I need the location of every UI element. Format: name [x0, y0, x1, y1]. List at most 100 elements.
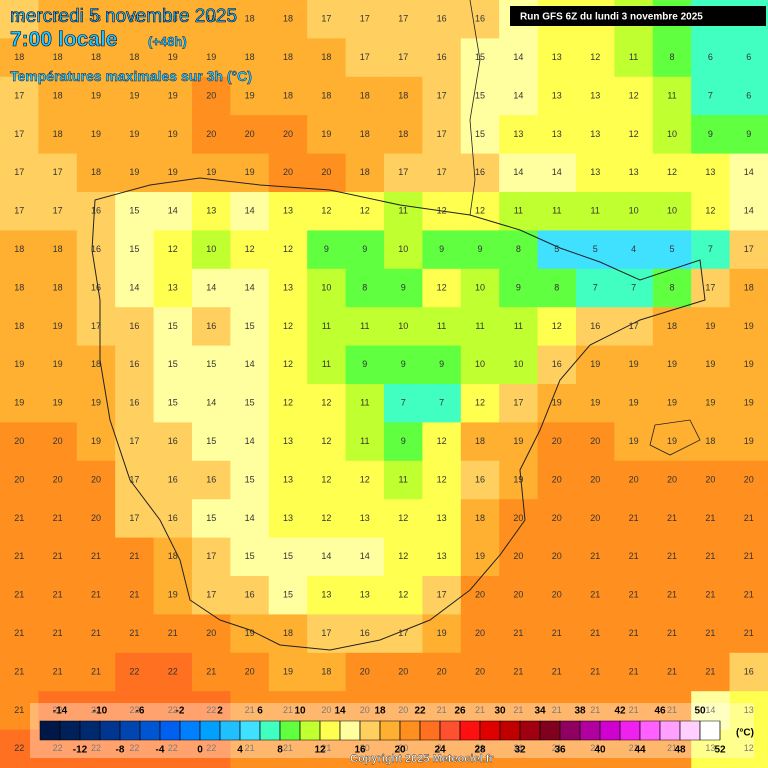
temperature-value: 15: [245, 474, 255, 484]
temperature-cell: [652, 460, 692, 500]
temperature-cell: [307, 499, 347, 539]
temperature-value: 21: [705, 590, 715, 600]
temperature-cell: [153, 460, 193, 500]
temperature-cell: [614, 76, 654, 116]
temperature-value: 16: [91, 244, 101, 254]
temperature-cell: [460, 76, 500, 116]
colorbar-label: 44: [634, 745, 646, 756]
temperature-value: 15: [168, 359, 178, 369]
temperature-value: 19: [168, 52, 178, 62]
coastline: [469, 0, 481, 216]
temperature-value: 19: [590, 398, 600, 408]
temperature-value: 19: [91, 90, 101, 100]
temperature-value: 18: [14, 282, 24, 292]
temperature-value: 17: [206, 551, 216, 561]
temperature-cell: [268, 460, 308, 500]
temperature-value: 14: [245, 359, 255, 369]
temperature-value: 21: [552, 666, 562, 676]
temperature-cell: [230, 537, 270, 577]
temperature-cell: [499, 38, 539, 78]
temperature-cell: [652, 422, 692, 462]
colorbar-label: 50: [694, 706, 706, 717]
temperature-value: 18: [475, 513, 485, 523]
temperature-cell: [691, 192, 731, 231]
temperature-value: 16: [206, 321, 216, 331]
temperature-cell: [268, 652, 308, 692]
temperature-cell: [192, 614, 231, 654]
temperature-value: 14: [245, 513, 255, 523]
temperature-cell: [729, 460, 768, 500]
temperature-value: 18: [91, 52, 101, 62]
temperature-value: 18: [168, 14, 178, 24]
temperature-value: 12: [321, 436, 331, 446]
temperature-value: 21: [91, 628, 101, 638]
temperature-value: 21: [129, 590, 139, 600]
temperature-cell: [652, 192, 692, 231]
temperature-cell: [729, 192, 768, 231]
temperature-cell: [384, 345, 423, 385]
temperature-value: 7: [439, 398, 444, 408]
temperature-value: 21: [14, 590, 24, 600]
temperature-cell: [115, 230, 155, 270]
temperature-value: 9: [746, 129, 751, 139]
temperature-value: 15: [475, 52, 485, 62]
temperature-cell: [230, 499, 270, 539]
temperature-value: 20: [590, 513, 600, 523]
temperature-value: 16: [552, 359, 562, 369]
temperature-value: 19: [245, 628, 255, 638]
temperature-value: 19: [168, 90, 178, 100]
temperature-cell: [307, 460, 347, 500]
temperature-value: 21: [667, 666, 677, 676]
subtitle: 7:00 locale: [10, 28, 117, 51]
temperature-value: 19: [129, 90, 139, 100]
temperature-cell: [691, 384, 731, 423]
temperature-cell: [307, 384, 347, 423]
temperature-cell: [614, 384, 654, 423]
colorbar-swatch: [639, 720, 661, 741]
temperature-cell: [691, 499, 731, 539]
temperature-value: 20: [552, 551, 562, 561]
temperature-value: 21: [590, 590, 600, 600]
temperature-value: 18: [14, 52, 24, 62]
temperature-value: 12: [321, 398, 331, 408]
temperature-value: 21: [744, 590, 754, 600]
temperature-value: 12: [590, 52, 600, 62]
temperature-cell: [115, 576, 155, 615]
temperature-cell: [192, 115, 231, 155]
temperature-cell: [691, 614, 731, 654]
temperature-cell: [268, 576, 308, 615]
temperature-value: 21: [629, 666, 639, 676]
temperature-cell: [691, 422, 731, 462]
temperature-value: 6: [746, 52, 751, 62]
temperature-value: 17: [14, 90, 24, 100]
temperature-value: 20: [398, 743, 408, 753]
temperature-cell: [230, 460, 270, 500]
temperature-value: 19: [437, 628, 447, 638]
temperature-cell: [38, 0, 78, 39]
temperature-value: 20: [705, 474, 715, 484]
colorbar-label: 14: [334, 706, 346, 717]
temperature-value: 9: [401, 359, 406, 369]
temperature-cell: [0, 422, 39, 462]
temperature-value: 21: [283, 705, 293, 715]
colorbar-swatch: [579, 720, 601, 741]
temperature-value: 18: [14, 244, 24, 254]
temperature-cell: [652, 115, 692, 155]
temperature-cell: [537, 422, 577, 462]
temperature-value: 17: [129, 474, 139, 484]
temperature-cell: [76, 460, 116, 500]
temperature-cell: [115, 192, 155, 231]
temperature-value: 7: [631, 282, 636, 292]
temperature-value: 18: [360, 90, 370, 100]
temperature-value: 17: [321, 14, 331, 24]
colorbar-swatch: [619, 720, 641, 741]
temperature-value: 16: [590, 321, 600, 331]
temperature-cell: [422, 115, 462, 155]
temperature-value: 18: [321, 666, 331, 676]
temperature-value: 19: [590, 359, 600, 369]
temperature-cell: [614, 268, 654, 308]
temperature-value: 12: [705, 206, 715, 216]
temperature-value: 21: [513, 743, 523, 753]
temperature-value: 16: [129, 359, 139, 369]
